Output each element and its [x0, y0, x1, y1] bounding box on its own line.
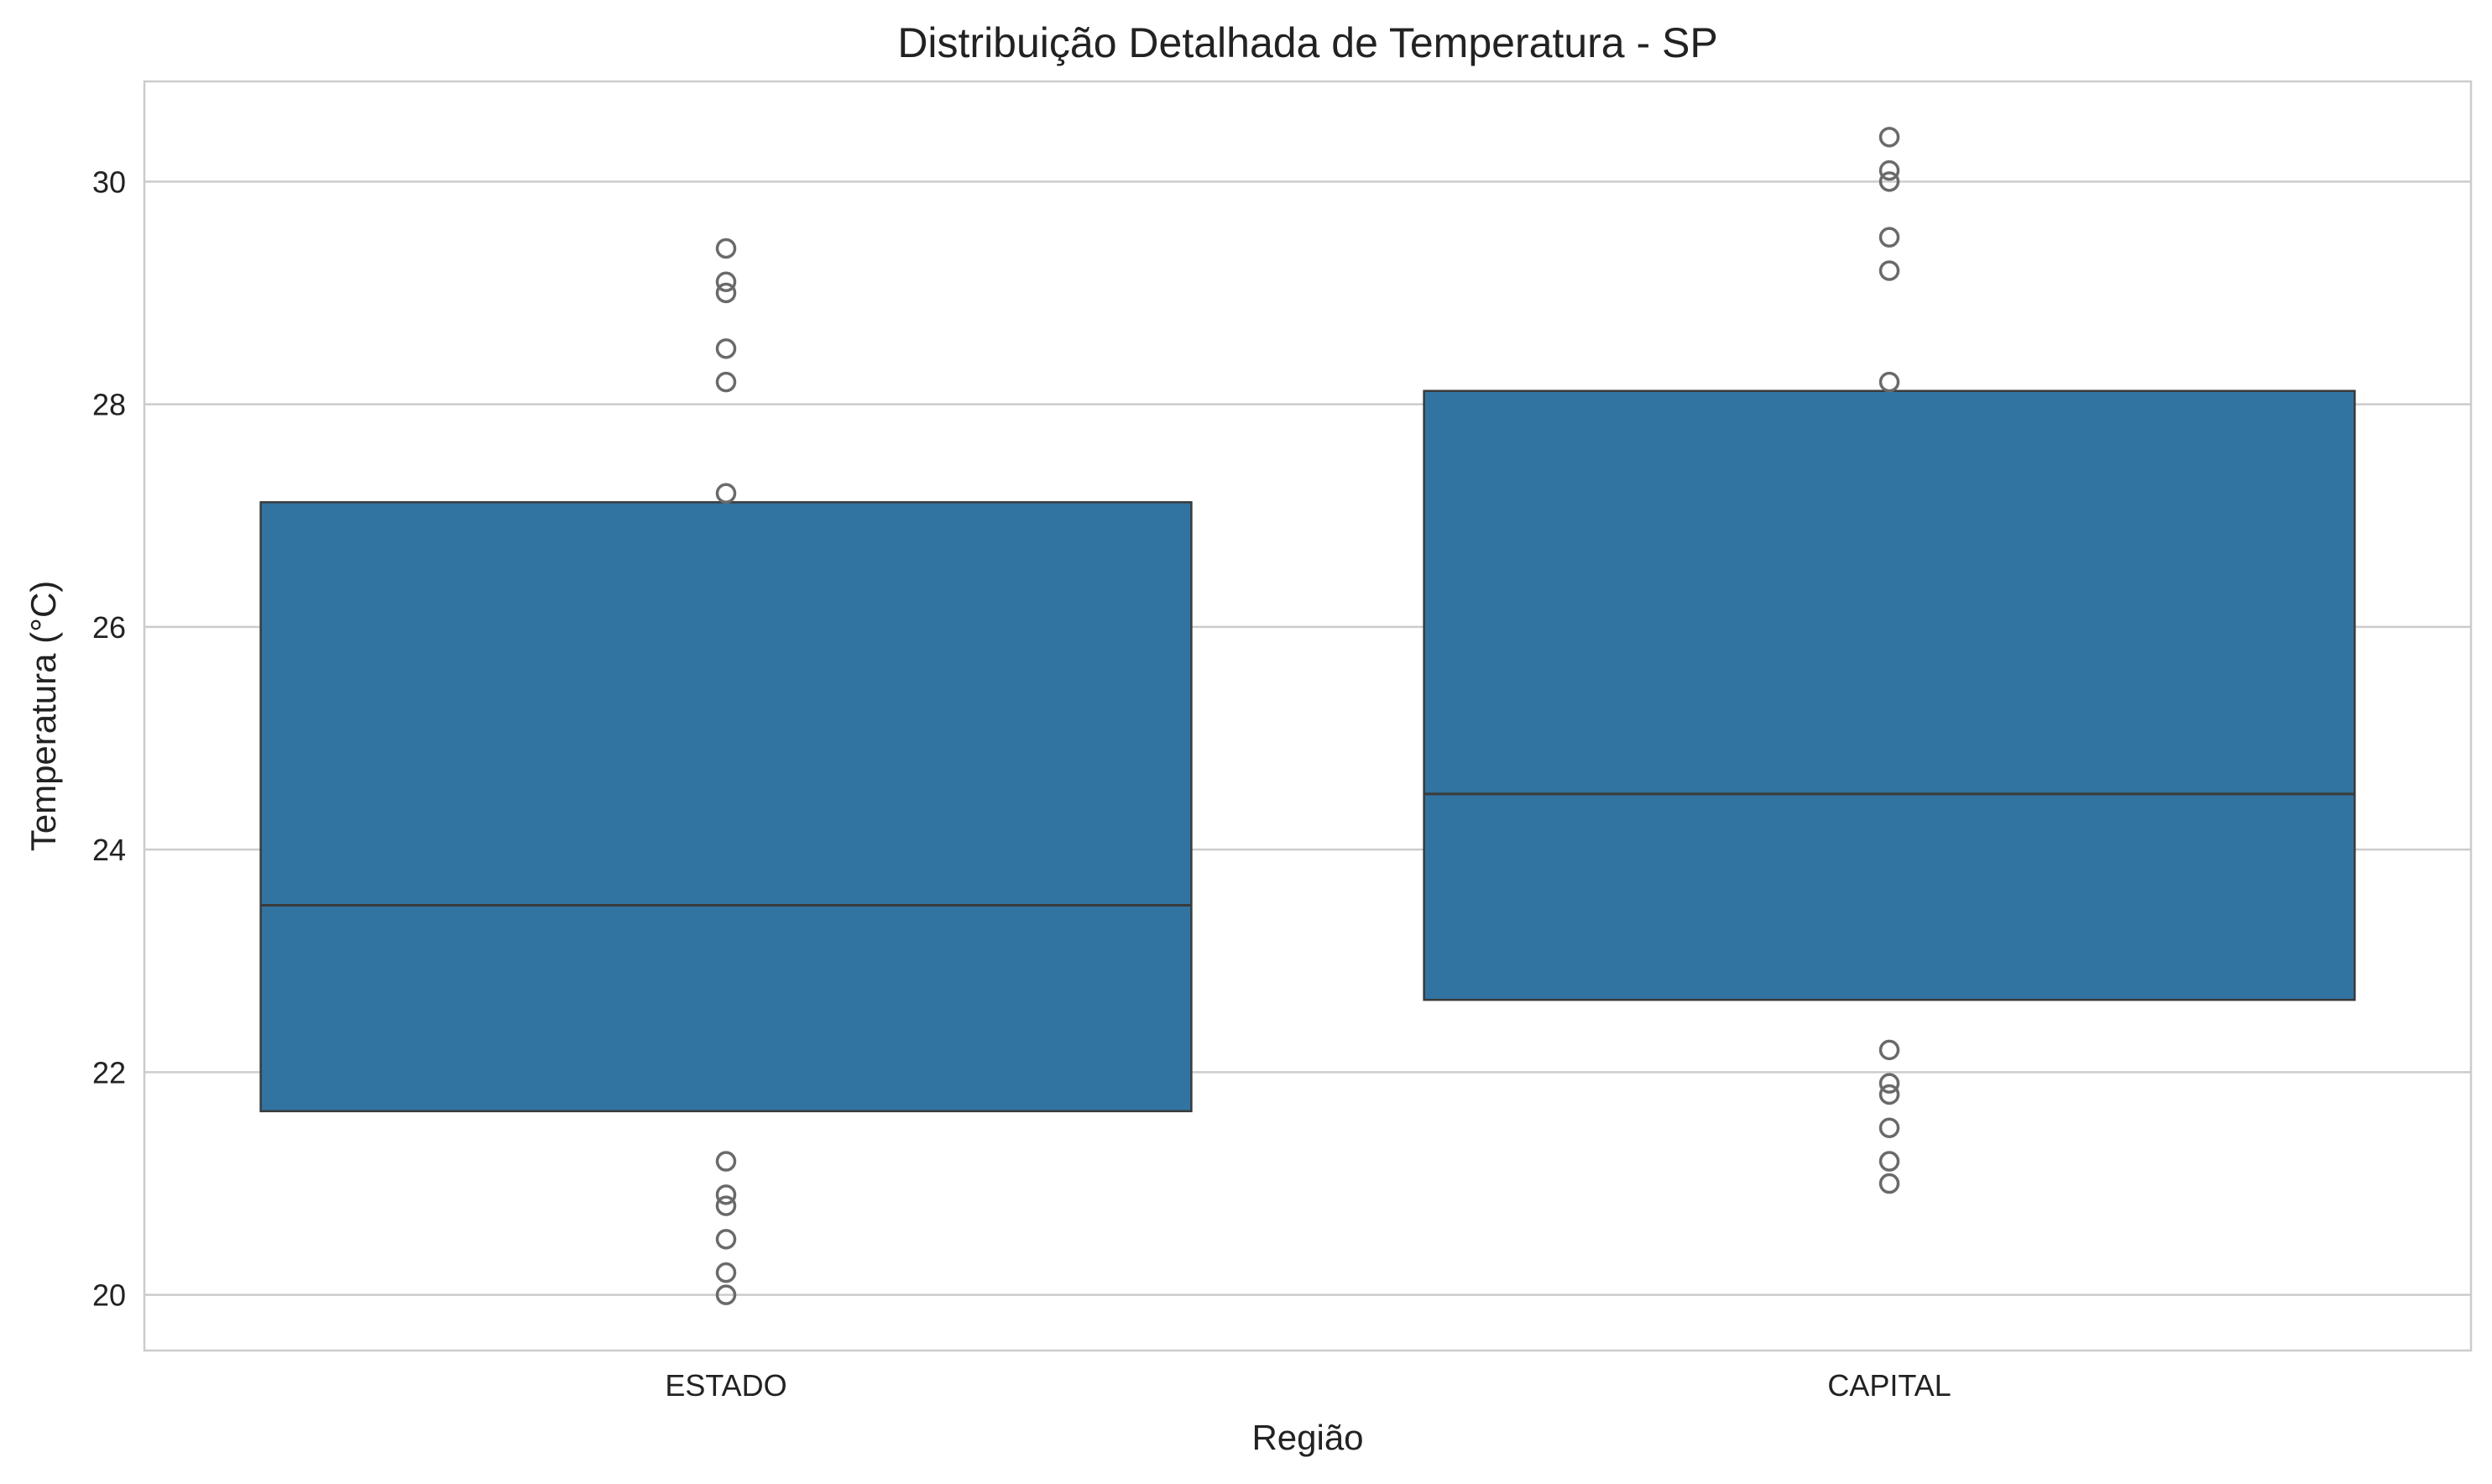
outlier-point [1878, 1117, 1900, 1138]
outlier-point [1878, 227, 1900, 248]
chart-title: Distribuição Detalhada de Temperatura - … [897, 19, 1717, 66]
y-tick-label: 20 [92, 1278, 126, 1313]
x-tick-label: CAPITAL [1827, 1368, 1951, 1403]
outlier-point [1878, 159, 1900, 181]
outlier-point [1878, 260, 1900, 281]
x-axis-label: Região [1251, 1418, 1363, 1457]
outlier-point [715, 238, 737, 259]
y-axis-label: Temperatura (°C) [24, 581, 63, 852]
outlier-point [1878, 1151, 1900, 1172]
boxes [259, 389, 2356, 1113]
outlier-point [1878, 1173, 1900, 1194]
plot-frame [143, 80, 2473, 1352]
outlier-point [715, 338, 737, 359]
outlier-point [715, 1151, 737, 1172]
outlier-point [715, 1262, 737, 1283]
outlier-point [1878, 127, 1900, 148]
outlier-point [715, 271, 737, 292]
y-tick-label: 30 [92, 165, 126, 199]
outlier-point [715, 483, 737, 504]
outlier-point [715, 1284, 737, 1305]
outlier-point [715, 1184, 737, 1205]
y-tick-label: 22 [92, 1055, 126, 1089]
y-tick-label: 26 [92, 610, 126, 645]
outlier-point [715, 371, 737, 393]
outlier-point [1878, 371, 1900, 393]
outlier-point [1878, 171, 1900, 192]
x-tick-label: ESTADO [665, 1368, 786, 1403]
outlier-point [715, 282, 737, 304]
x-tick-labels: ESTADO CAPITAL [665, 1368, 1951, 1403]
box-estado [259, 501, 1193, 1113]
outlier-point [1878, 1073, 1900, 1094]
outlier-points [715, 127, 1900, 1305]
outlier-point [1878, 1084, 1900, 1105]
y-tick-label: 24 [92, 833, 126, 867]
y-tick-labels: 20 22 24 26 28 30 [92, 165, 126, 1312]
y-tick-label: 28 [92, 388, 126, 422]
outlier-point [715, 1195, 737, 1216]
outlier-point [1878, 1039, 1900, 1061]
box-capital [1423, 389, 2356, 1001]
outlier-point [715, 1229, 737, 1250]
